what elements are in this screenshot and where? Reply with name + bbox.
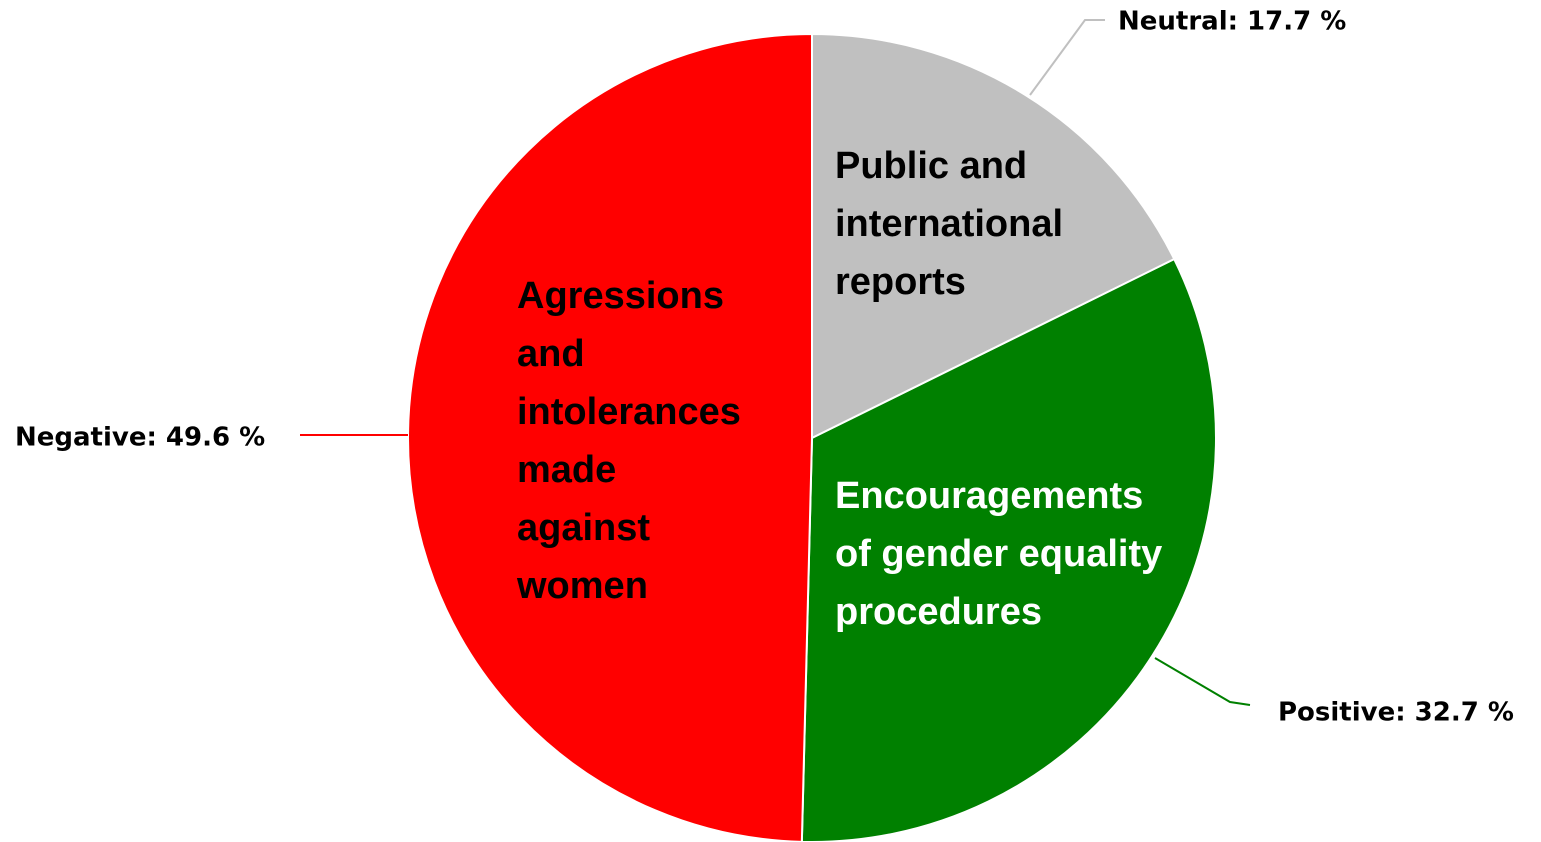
pie-slice [800,257,1217,842]
slice-description: Agressions and intolerances made against wome… [516,275,741,607]
description-line: Agressions [517,275,724,317]
description-line: Encouragements [835,475,1143,517]
description-line: against [517,507,650,549]
value-label: Negative: 49.6 % [15,423,265,453]
description-line: and [517,333,585,375]
leader-line [1029,19,1105,96]
description-line: procedures [835,591,1042,633]
description-line: Public and [835,145,1027,187]
description-line: intolerances [517,391,741,433]
description-line: made [517,449,616,491]
pie-slice [811,32,1176,440]
slice-description: Public and international reports [835,145,1063,303]
description-line: international [835,203,1063,245]
pie-slice [407,32,813,842]
slice-description: Encouragements of gender equality procedur… [835,475,1162,633]
value-label: Neutral: 17.7 % [1118,7,1346,37]
description-line: reports [835,261,966,303]
description-line: women [516,565,648,607]
leader-line [1154,657,1251,706]
value-label: Positive: 32.7 % [1278,698,1514,728]
description-line: of gender equality [835,533,1162,575]
